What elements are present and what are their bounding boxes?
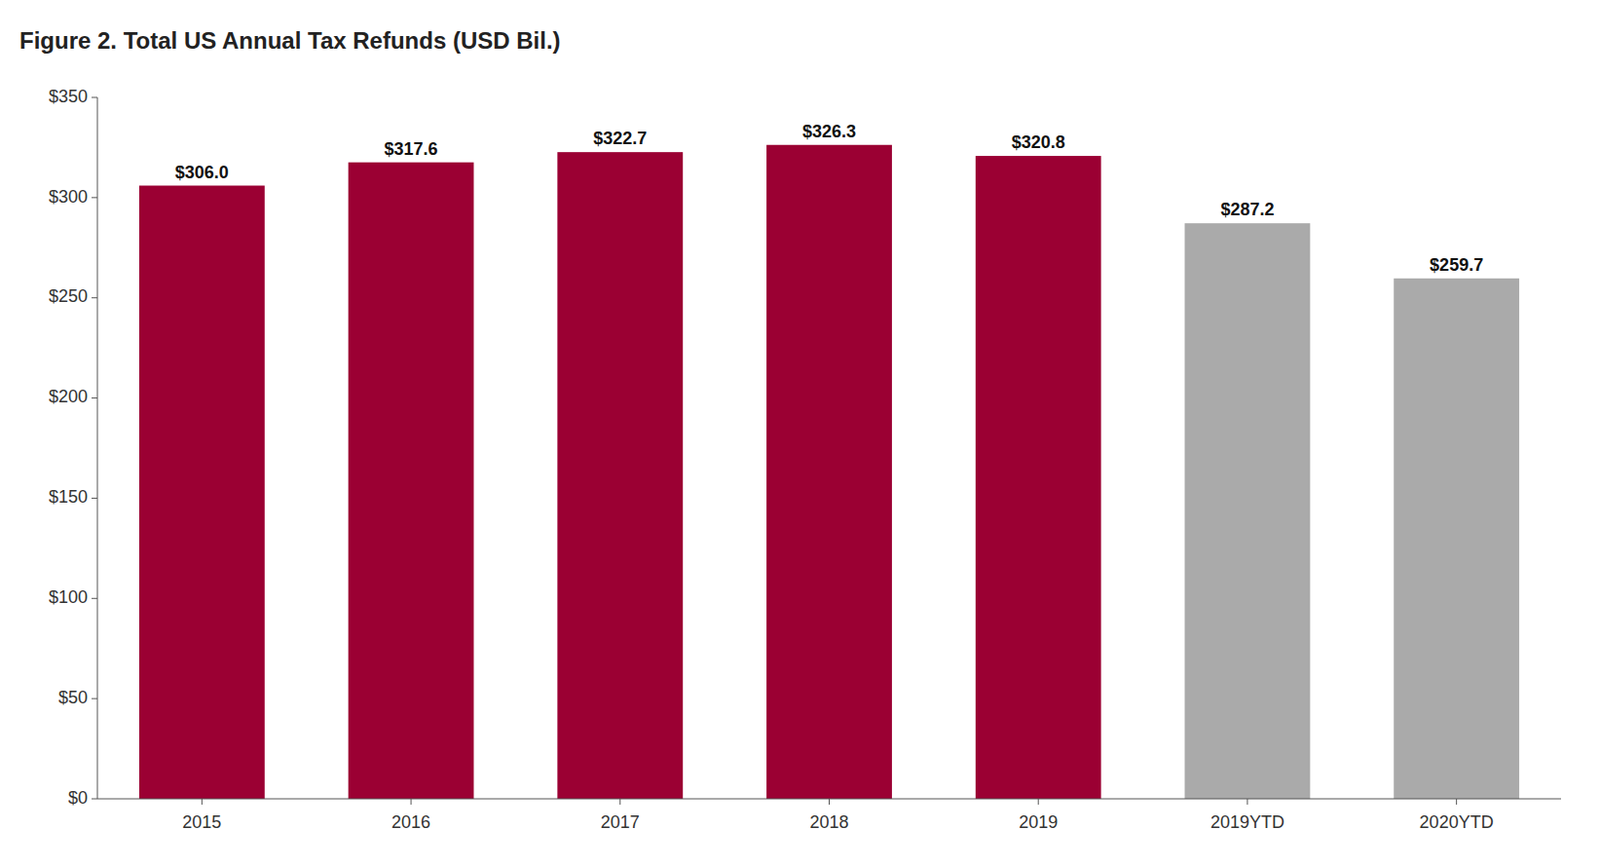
bar: [139, 186, 265, 799]
y-tick: [91, 196, 98, 198]
bar: [975, 155, 1102, 799]
x-tick-label: 2016: [391, 812, 431, 832]
y-tick-label: $350: [48, 86, 88, 107]
bar: [557, 151, 683, 799]
x-tick-label: 2018: [809, 812, 849, 832]
data-label: $320.8: [1011, 132, 1066, 152]
x-tick: [828, 798, 830, 805]
x-tick: [619, 798, 621, 805]
y-tick-label: $300: [48, 186, 88, 207]
data-labels: $306.0 $317.6 $322.7 $326.3 $320.8 $287.2 $259…: [175, 121, 1484, 275]
bar: [348, 162, 475, 799]
chart-container: Figure 2. Total US Annual Tax Refunds (U…: [0, 0, 1600, 867]
data-label: $287.2: [1220, 199, 1274, 220]
x-tick: [201, 798, 203, 805]
x-tick-label: 2017: [600, 812, 640, 832]
y-tick-label: $250: [48, 286, 88, 306]
y-tick: [91, 698, 98, 700]
y-tick-label: $0: [68, 787, 88, 808]
chart-svg: Figure 2. Total US Annual Tax Refunds (U…: [0, 0, 1600, 867]
y-tick: [91, 597, 98, 599]
bar: [1393, 278, 1520, 799]
bar: [766, 145, 893, 799]
y-tick: [91, 97, 98, 99]
x-tick-label: 2020YTD: [1419, 812, 1494, 832]
bar: [1185, 223, 1311, 799]
chart-title: Figure 2. Total US Annual Tax Refunds (U…: [19, 27, 561, 54]
y-tick: [91, 297, 98, 298]
x-tick-label: 2019: [1018, 812, 1058, 832]
x-tick: [1455, 798, 1457, 805]
data-label: $326.3: [802, 121, 856, 142]
y-tick-label: $100: [48, 587, 88, 607]
y-tick: [91, 497, 98, 499]
y-tick: [91, 798, 98, 800]
x-tick: [1246, 798, 1248, 805]
x-tick-label: 2019YTD: [1210, 812, 1285, 832]
y-tick-label: $50: [58, 687, 88, 707]
x-tick: [1038, 798, 1040, 805]
y-tick: [91, 397, 98, 399]
data-label: $259.7: [1429, 255, 1484, 275]
data-label: $306.0: [175, 162, 229, 183]
y-tick-label: $150: [48, 486, 88, 507]
x-tick: [410, 798, 412, 805]
y-axis: $0 $50 $100 $150 $200 $250 $300 $350: [48, 86, 98, 808]
bars: [139, 145, 1520, 799]
y-axis-line: [97, 97, 99, 799]
data-label: $322.7: [593, 128, 647, 149]
x-axis: 2015 2016 2017 2018 2019 2019YTD 2020YTD: [97, 798, 1562, 832]
x-tick-label: 2015: [182, 812, 222, 832]
data-label: $317.6: [384, 139, 439, 159]
y-tick-label: $200: [48, 386, 88, 407]
